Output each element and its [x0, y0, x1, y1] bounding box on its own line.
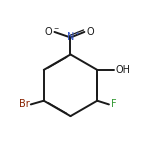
- Text: −: −: [53, 25, 59, 30]
- Text: OH: OH: [115, 65, 130, 75]
- Text: N: N: [67, 32, 74, 42]
- Text: F: F: [111, 99, 116, 109]
- Text: Br: Br: [19, 99, 30, 109]
- Text: O: O: [86, 27, 94, 37]
- Text: +: +: [75, 31, 80, 36]
- Text: O: O: [45, 27, 53, 37]
